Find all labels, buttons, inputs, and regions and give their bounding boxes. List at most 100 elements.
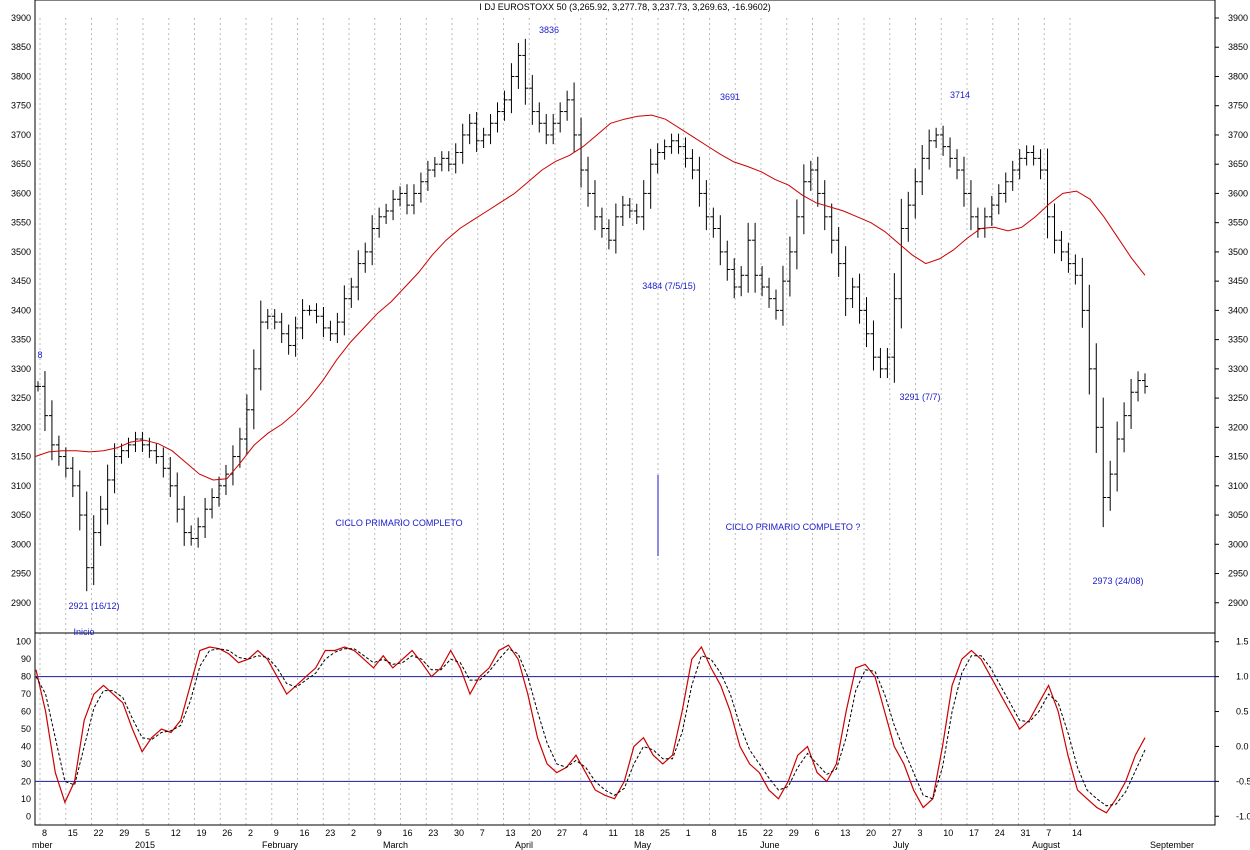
ohlc-bar bbox=[320, 307, 327, 338]
x-tick-label: 7 bbox=[1046, 828, 1051, 838]
ohlc-bar bbox=[1037, 149, 1044, 180]
ohlc-bar bbox=[612, 203, 619, 254]
price-tick-right: 2900 bbox=[1228, 598, 1248, 608]
ohlc-bar bbox=[271, 309, 278, 330]
ohlc-bar bbox=[675, 133, 682, 154]
price-tick-right: 3300 bbox=[1228, 364, 1248, 374]
annotation-cycle-complete: CICLO PRIMARIO COMPLETO bbox=[335, 518, 462, 528]
ohlc-bar bbox=[313, 303, 320, 324]
price-tick-left: 3850 bbox=[11, 42, 31, 52]
ohlc-bar bbox=[981, 207, 988, 238]
ohlc-bar bbox=[752, 222, 759, 293]
price-axis-left: 2900 2950 3000 3050 3100 3150 3200 3250 3300 3350… bbox=[11, 13, 31, 608]
ohlc-bar bbox=[877, 347, 884, 379]
ohlc-bar bbox=[668, 133, 675, 154]
x-tick-label: 20 bbox=[531, 828, 541, 838]
x-axis-month-labels: mber 2015 February March April May June July Aug… bbox=[32, 840, 1194, 850]
osc-tick-left: 90 bbox=[21, 654, 31, 664]
x-tick-label: 2 bbox=[351, 828, 356, 838]
ohlc-bar bbox=[397, 186, 404, 207]
ohlc-bar bbox=[550, 114, 557, 145]
ohlc-bar bbox=[974, 207, 981, 238]
price-tick-left: 3150 bbox=[11, 452, 31, 462]
ohlc-bar bbox=[898, 198, 905, 329]
annotation-low-may: 3484 (7/5/15) bbox=[642, 281, 696, 291]
ohlc-bar bbox=[348, 277, 355, 308]
ohlc-bar bbox=[884, 347, 891, 379]
osc-tick-left: 40 bbox=[21, 741, 31, 751]
ohlc-bar bbox=[842, 246, 849, 317]
ohlc-bar bbox=[222, 464, 229, 496]
ohlc-bar bbox=[1058, 230, 1065, 262]
oscillator-k-line bbox=[35, 644, 1146, 814]
oscillator-axis-left: 0 10 20 30 40 50 60 70 80 90 100 bbox=[16, 637, 31, 822]
x-tick-label: 22 bbox=[94, 828, 104, 838]
ohlc-bar bbox=[104, 464, 111, 525]
x-tick-label: 26 bbox=[222, 828, 232, 838]
ohlc-bar bbox=[167, 457, 174, 498]
ohlc-bar bbox=[118, 443, 125, 464]
ohlc-bar bbox=[334, 312, 341, 343]
annotation-high-april: 3836 bbox=[539, 25, 559, 35]
ohlc-bar bbox=[954, 149, 961, 180]
ohlc-bar bbox=[417, 172, 424, 203]
ohlc-bar bbox=[160, 447, 167, 478]
ohlc-bar bbox=[926, 129, 933, 170]
osc-tick-right: 0.0 bbox=[1236, 741, 1249, 751]
ohlc-bar bbox=[543, 114, 550, 145]
ohlc-bar bbox=[181, 495, 188, 546]
ohlc-bar bbox=[661, 139, 668, 160]
x-month-label: September bbox=[1150, 840, 1194, 850]
ohlc-bar bbox=[1044, 148, 1051, 239]
ohlc-bar bbox=[376, 207, 383, 238]
ohlc-bar bbox=[195, 517, 202, 548]
ohlc-bar bbox=[1114, 421, 1121, 492]
price-tick-left: 3100 bbox=[11, 481, 31, 491]
x-tick-label: 24 bbox=[995, 828, 1005, 838]
price-tick-right: 3700 bbox=[1228, 130, 1248, 140]
x-tick-label: 14 bbox=[1072, 828, 1082, 838]
price-tick-right: 3200 bbox=[1228, 422, 1248, 432]
ohlc-bar bbox=[779, 265, 786, 326]
price-tick-left: 3650 bbox=[11, 159, 31, 169]
x-tick-label: 19 bbox=[197, 828, 207, 838]
ohlc-bar bbox=[738, 266, 745, 297]
ohlc-bar bbox=[278, 312, 285, 343]
osc-tick-left: 80 bbox=[21, 672, 31, 682]
ohlc-bar bbox=[292, 316, 299, 357]
x-month-label: 2015 bbox=[135, 840, 155, 850]
ohlc-bar bbox=[800, 164, 807, 235]
ohlc-bar bbox=[828, 203, 835, 254]
osc-tick-right: 1.0 bbox=[1236, 672, 1249, 682]
ohlc-bar bbox=[97, 495, 104, 546]
ohlc-bar bbox=[174, 472, 181, 523]
price-tick-right: 3150 bbox=[1228, 452, 1248, 462]
x-month-label: mber bbox=[32, 840, 53, 850]
ohlc-bar bbox=[369, 215, 376, 266]
x-tick-label: 25 bbox=[660, 828, 670, 838]
price-tick-right: 3800 bbox=[1228, 71, 1248, 81]
ohlc-bar bbox=[202, 497, 209, 538]
ohlc-bar bbox=[863, 297, 870, 348]
ohlc-bar bbox=[83, 491, 90, 592]
x-tick-label: 20 bbox=[866, 828, 876, 838]
chart-annotations: 3836 3691 3714 3484 (7/5/15) 3291 (7/7) … bbox=[37, 25, 1143, 637]
osc-tick-left: 60 bbox=[21, 707, 31, 717]
annotation-left-edge: 8 bbox=[37, 350, 42, 360]
oscillator-axis-right: -1.0 -0.5 0.0 0.5 1.0 1.5 bbox=[1215, 637, 1250, 821]
ohlc-bar bbox=[139, 431, 146, 453]
x-tick-label: 11 bbox=[609, 828, 618, 838]
price-tick-left: 3750 bbox=[11, 101, 31, 111]
ohlc-bar bbox=[508, 63, 515, 114]
chart-title: I DJ EUROSTOXX 50 (3,265.92, 3,277.78, 3… bbox=[479, 2, 771, 12]
price-tick-left: 3000 bbox=[11, 539, 31, 549]
ohlc-bar bbox=[1086, 284, 1093, 395]
ohlc-bar bbox=[1135, 371, 1142, 402]
ohlc-bar bbox=[856, 273, 863, 324]
x-tick-label: 22 bbox=[763, 828, 773, 838]
price-tick-left: 3300 bbox=[11, 364, 31, 374]
x-tick-label: 12 bbox=[171, 828, 181, 838]
ohlc-bar bbox=[960, 156, 967, 207]
price-tick-right: 3600 bbox=[1228, 188, 1248, 198]
x-month-label: August bbox=[1032, 840, 1061, 850]
